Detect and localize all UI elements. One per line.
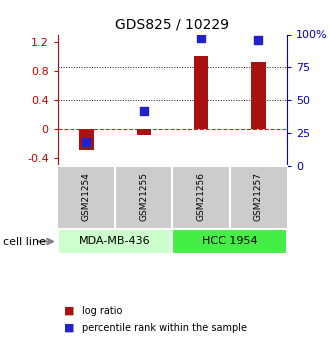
Bar [137, 129, 151, 135]
Title: GDS825 / 10229: GDS825 / 10229 [115, 18, 229, 32]
Text: ■: ■ [64, 306, 75, 315]
Point [141, 108, 147, 113]
Text: GSM21257: GSM21257 [254, 172, 263, 221]
Bar [251, 62, 266, 129]
Point [198, 36, 204, 41]
Bar [79, 129, 94, 150]
Text: log ratio: log ratio [82, 306, 123, 315]
Text: percentile rank within the sample: percentile rank within the sample [82, 323, 248, 333]
Text: MDA-MB-436: MDA-MB-436 [79, 237, 151, 246]
Point [84, 139, 89, 145]
Text: ■: ■ [64, 323, 75, 333]
Text: GSM21255: GSM21255 [139, 172, 148, 221]
Bar [173, 229, 287, 254]
Text: cell line: cell line [3, 237, 46, 246]
Text: HCC 1954: HCC 1954 [202, 237, 258, 246]
Point [256, 37, 261, 42]
Text: GSM21256: GSM21256 [197, 172, 206, 221]
Bar [58, 229, 173, 254]
Text: GSM21254: GSM21254 [82, 172, 91, 221]
Bar [194, 56, 208, 129]
